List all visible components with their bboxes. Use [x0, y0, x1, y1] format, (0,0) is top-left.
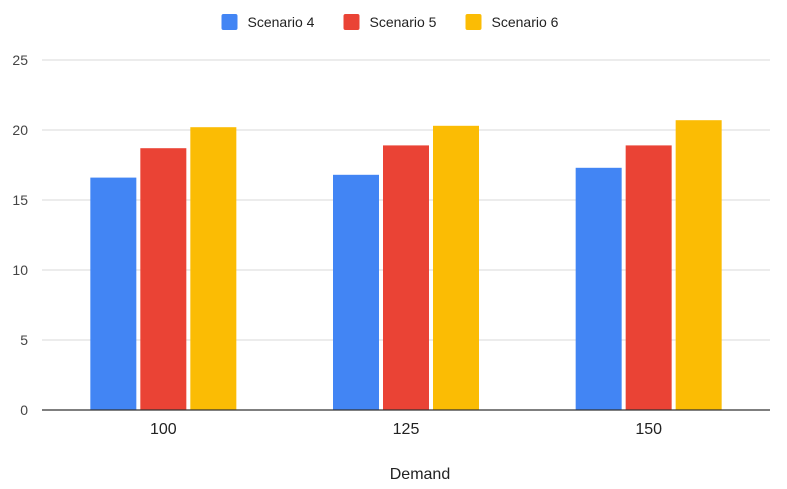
legend-label: Scenario 5 — [370, 14, 437, 30]
bars — [90, 120, 722, 411]
bar-scenario-5-125[interactable] — [383, 145, 429, 410]
legend-item-scenario-5[interactable]: Scenario 5 — [343, 14, 437, 30]
x-tick-label: 150 — [635, 421, 662, 438]
x-tick-label: 125 — [393, 421, 420, 438]
legend-item-scenario-6[interactable]: Scenario 6 — [465, 14, 559, 30]
bar-scenario-4-125[interactable] — [333, 174, 379, 410]
y-tick-label: 5 — [20, 332, 28, 348]
y-tick-label: 20 — [12, 122, 28, 138]
y-tick-label: 15 — [12, 192, 28, 208]
legend-label: Scenario 4 — [248, 14, 315, 30]
x-axis-title: Demand — [390, 466, 450, 483]
bar-scenario-6-100[interactable] — [190, 127, 237, 410]
bar-scenario-5-150[interactable] — [625, 145, 672, 410]
legend[interactable]: Scenario 4 Scenario 5 Scenario 6 — [221, 14, 559, 30]
y-tick-label: 10 — [12, 262, 28, 278]
legend-swatch — [465, 14, 482, 30]
legend-item-scenario-4[interactable]: Scenario 4 — [221, 14, 315, 30]
axes: 0 5 10 15 20 25 100 125 150 — [12, 52, 770, 438]
legend-swatch — [343, 14, 360, 30]
bar-scenario-6-150[interactable] — [675, 120, 722, 410]
bar-scenario-5-100[interactable] — [140, 148, 187, 410]
x-tick-label: 100 — [150, 421, 177, 438]
y-tick-label: 25 — [12, 52, 28, 68]
legend-label: Scenario 6 — [492, 14, 559, 30]
y-tick-label: 0 — [20, 402, 28, 418]
legend-swatch — [221, 14, 238, 30]
bar-scenario-4-150[interactable] — [575, 167, 622, 410]
bar-scenario-6-125[interactable] — [433, 125, 479, 411]
bar-scenario-4-100[interactable] — [90, 177, 137, 410]
